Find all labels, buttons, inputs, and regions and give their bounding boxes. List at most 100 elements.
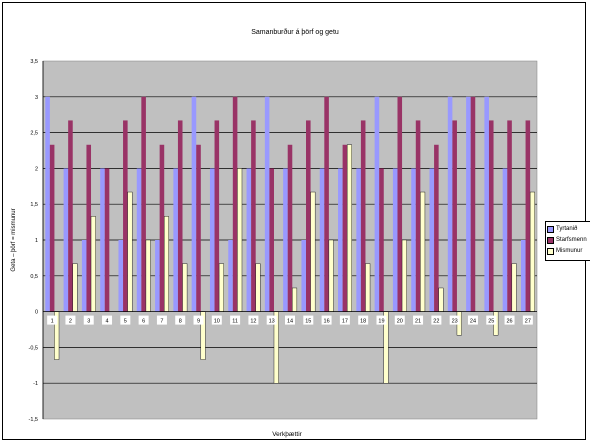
legend-swatch <box>547 248 554 255</box>
x-tick-label: 18 <box>360 319 366 325</box>
bar-mismunur <box>218 263 224 312</box>
bar-tyrtanid <box>228 240 233 312</box>
bar-mismunur <box>237 168 243 312</box>
bar-starfsmenn <box>141 96 146 312</box>
legend-item: Mismunur <box>547 246 589 257</box>
x-tick-label-box <box>504 315 515 325</box>
bar-starfsmenn <box>287 144 293 312</box>
bar-tyrtanid <box>81 240 87 312</box>
bar-tyrtanid <box>466 96 471 312</box>
x-tick-label: 14 <box>287 319 293 325</box>
legend-item: Starfsmenn <box>547 235 589 246</box>
bar-starfsmenn <box>488 120 494 312</box>
bar-mismunur <box>420 191 426 312</box>
x-tick-label-box <box>376 315 387 325</box>
x-tick-label: 13 <box>269 319 275 325</box>
x-tick-label: 23 <box>452 319 458 325</box>
bar-tyrtanid <box>191 96 197 312</box>
x-tick-label: 11 <box>232 319 238 325</box>
x-tick-label-box <box>339 315 350 325</box>
bar-chart: Samanburður á þörf og getu 3,532,521,510… <box>11 28 538 438</box>
x-tick-label: 26 <box>506 319 512 325</box>
legend-label: Starfsmenn <box>556 237 587 243</box>
legend-swatch <box>547 226 554 233</box>
x-tick-label: 10 <box>214 319 220 325</box>
x-tick-label: 1 <box>51 319 54 325</box>
x-tick-label: 6 <box>142 319 145 325</box>
x-tick-label: 20 <box>397 319 403 325</box>
bar-starfsmenn <box>397 96 403 312</box>
y-tick-label: 0,5 <box>30 274 38 280</box>
y-axis-label: Geta – þörf = mismunur <box>11 208 17 271</box>
bar-tyrtanid <box>484 96 489 312</box>
bar-tyrtanid <box>447 96 453 312</box>
bar-tyrtanid <box>45 96 50 312</box>
bar-starfsmenn <box>379 168 384 312</box>
bar-starfsmenn <box>232 96 238 312</box>
x-tick-label-box <box>193 315 204 325</box>
bar-tyrtanid <box>356 168 361 312</box>
x-tick-label: 5 <box>124 319 127 325</box>
chart-title: Samanburður á þörf og getu <box>251 28 339 36</box>
legend: Tyrtanið Starfsmenn Mismunur <box>545 221 590 261</box>
x-tick-label: 17 <box>342 319 348 325</box>
bar-tyrtanid <box>411 168 416 312</box>
legend-swatch <box>547 237 554 244</box>
bar-starfsmenn <box>104 168 110 312</box>
bar-starfsmenn <box>525 120 531 312</box>
bar-tyrtanid <box>155 240 160 312</box>
bar-mismunur <box>292 287 298 312</box>
bar-tyrtanid <box>429 168 435 312</box>
x-tick-label-box <box>321 315 332 325</box>
x-tick-label: 4 <box>106 319 109 325</box>
bar-mismunur <box>401 239 407 312</box>
bar-mismunur <box>365 263 371 312</box>
x-tick-label: 24 <box>470 319 476 325</box>
x-tick-label: 22 <box>433 319 439 325</box>
bar-starfsmenn <box>68 120 73 312</box>
bar-mismunur <box>145 239 151 312</box>
y-tick-label: 2,5 <box>30 131 38 137</box>
x-tick-label: 15 <box>305 319 311 325</box>
x-tick-label: 3 <box>87 319 90 325</box>
bar-starfsmenn <box>434 144 439 312</box>
x-tick-label-box <box>211 315 222 325</box>
x-tick-label: 8 <box>179 319 182 325</box>
legend-label: Mismunur <box>556 248 583 254</box>
legend-item: Tyrtanið <box>547 224 589 235</box>
y-tick-label: -1 <box>33 381 38 387</box>
x-tick-label: 21 <box>415 319 421 325</box>
bar-tyrtanid <box>319 168 325 312</box>
bar-tyrtanid <box>338 168 343 312</box>
x-tick-label-box <box>156 315 167 325</box>
bar-starfsmenn <box>360 120 366 312</box>
bar-starfsmenn <box>49 144 55 312</box>
x-tick-label-box <box>120 315 131 325</box>
bar-starfsmenn <box>214 120 220 312</box>
x-tick-label-box <box>65 315 76 325</box>
x-tick-label-box <box>467 315 478 325</box>
y-tick-label: 3,5 <box>30 59 38 65</box>
bar-starfsmenn <box>86 144 92 312</box>
bar-starfsmenn <box>269 168 274 312</box>
bar-tyrtanid <box>246 168 252 312</box>
x-tick-label: 12 <box>250 319 256 325</box>
bar-tyrtanid <box>502 168 508 312</box>
bar-starfsmenn <box>452 120 457 312</box>
bar-tyrtanid <box>301 240 307 312</box>
x-tick-label-box <box>248 315 259 325</box>
bar-tyrtanid <box>173 168 178 312</box>
bar-mismunur <box>310 191 316 312</box>
bar-tyrtanid <box>392 168 398 312</box>
bar-mismunur <box>438 287 444 312</box>
bar-tyrtanid <box>136 168 142 312</box>
bar-tyrtanid <box>63 168 69 312</box>
y-tick-label: 3 <box>35 95 38 101</box>
bar-tyrtanid <box>264 96 270 312</box>
bar-mismunur <box>182 263 188 312</box>
x-tick-label-box <box>303 315 314 325</box>
bar-mismunur <box>328 239 334 312</box>
x-tick-label: 25 <box>488 319 494 325</box>
bar-mismunur <box>529 191 535 312</box>
